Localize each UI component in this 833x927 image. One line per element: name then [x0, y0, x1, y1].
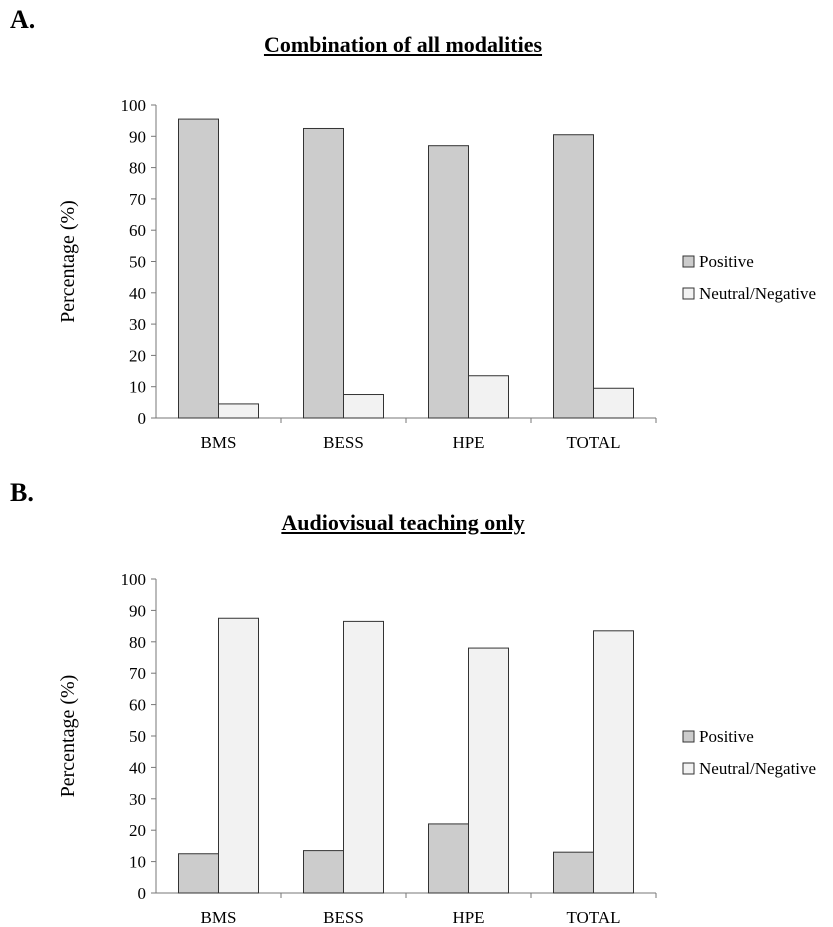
y-tick-label: 40: [129, 284, 146, 303]
panel-label: A.: [10, 5, 36, 34]
y-tick-label: 90: [129, 127, 146, 146]
bar: [303, 850, 344, 894]
bar: [218, 617, 259, 894]
bar: [468, 647, 509, 894]
x-tick-label: BESS: [323, 908, 364, 927]
y-tick-label: 20: [129, 346, 146, 365]
bar: [593, 387, 634, 419]
bar: [343, 620, 384, 894]
legend-swatch: [682, 255, 695, 268]
y-tick-label: 60: [129, 221, 146, 240]
bar: [218, 403, 259, 419]
x-tick-label: TOTAL: [566, 908, 620, 927]
y-tick-label: 70: [129, 664, 146, 683]
bar: [178, 853, 219, 894]
bar: [178, 118, 219, 419]
y-tick-label: 100: [121, 96, 147, 115]
bar: [468, 375, 509, 419]
legend-swatch: [682, 730, 695, 743]
y-tick-label: 80: [129, 159, 146, 178]
y-axis-label: Percentage (%): [57, 200, 79, 323]
legend-label: Neutral/Negative: [699, 759, 816, 778]
y-tick-label: 30: [129, 790, 146, 809]
y-tick-label: 70: [129, 190, 146, 209]
chart-panel-b: B. Audiovisual teaching only 0 10 20 30 40 50…: [0, 470, 833, 927]
x-tick-label: BMS: [201, 433, 237, 452]
x-tick-label: BESS: [323, 433, 364, 452]
x-tick-label: BMS: [201, 908, 237, 927]
bar: [428, 823, 469, 894]
y-tick-label: 30: [129, 315, 146, 334]
x-tick-label: TOTAL: [566, 433, 620, 452]
bar: [553, 134, 594, 419]
y-tick-label: 0: [138, 409, 147, 428]
y-tick-label: 0: [138, 884, 147, 903]
chart-title: Audiovisual teaching only: [281, 510, 525, 535]
bar-chart-a: 0 10 20 30 40 50 60 70 80 90 100 Percentage (%) BMS B…: [57, 96, 816, 452]
bar: [593, 630, 634, 894]
bar: [553, 851, 594, 894]
bar: [303, 127, 344, 419]
y-tick-label: 40: [129, 758, 146, 777]
panel-label: B.: [10, 478, 34, 507]
y-tick-label: 80: [129, 633, 146, 652]
y-tick-label: 50: [129, 727, 146, 746]
chart-title: Combination of all modalities: [263, 32, 543, 57]
y-tick-label: 100: [121, 570, 147, 589]
legend-label: Positive: [699, 252, 754, 271]
legend-label: Positive: [699, 727, 754, 746]
bar: [343, 394, 384, 419]
y-tick-label: 50: [129, 253, 146, 272]
x-tick-label: HPE: [452, 433, 484, 452]
y-tick-label: 90: [129, 601, 146, 620]
legend-label: Neutral/Negative: [699, 284, 816, 303]
x-tick-label: HPE: [452, 908, 484, 927]
y-tick-label: 20: [129, 821, 146, 840]
y-tick-label: 10: [129, 853, 146, 872]
legend-swatch: [682, 762, 695, 775]
bar: [428, 145, 469, 419]
y-axis-label: Percentage (%): [57, 675, 79, 798]
chart-panel-a: A. Combination of all modalities 0 10 20 30…: [0, 0, 833, 460]
bar-chart-b: 0 10 20 30 40 50 60 70 80 90 100 Percentage (%) BMS B…: [57, 570, 816, 927]
legend-swatch: [682, 287, 695, 300]
y-tick-label: 10: [129, 378, 146, 397]
y-tick-label: 60: [129, 696, 146, 715]
